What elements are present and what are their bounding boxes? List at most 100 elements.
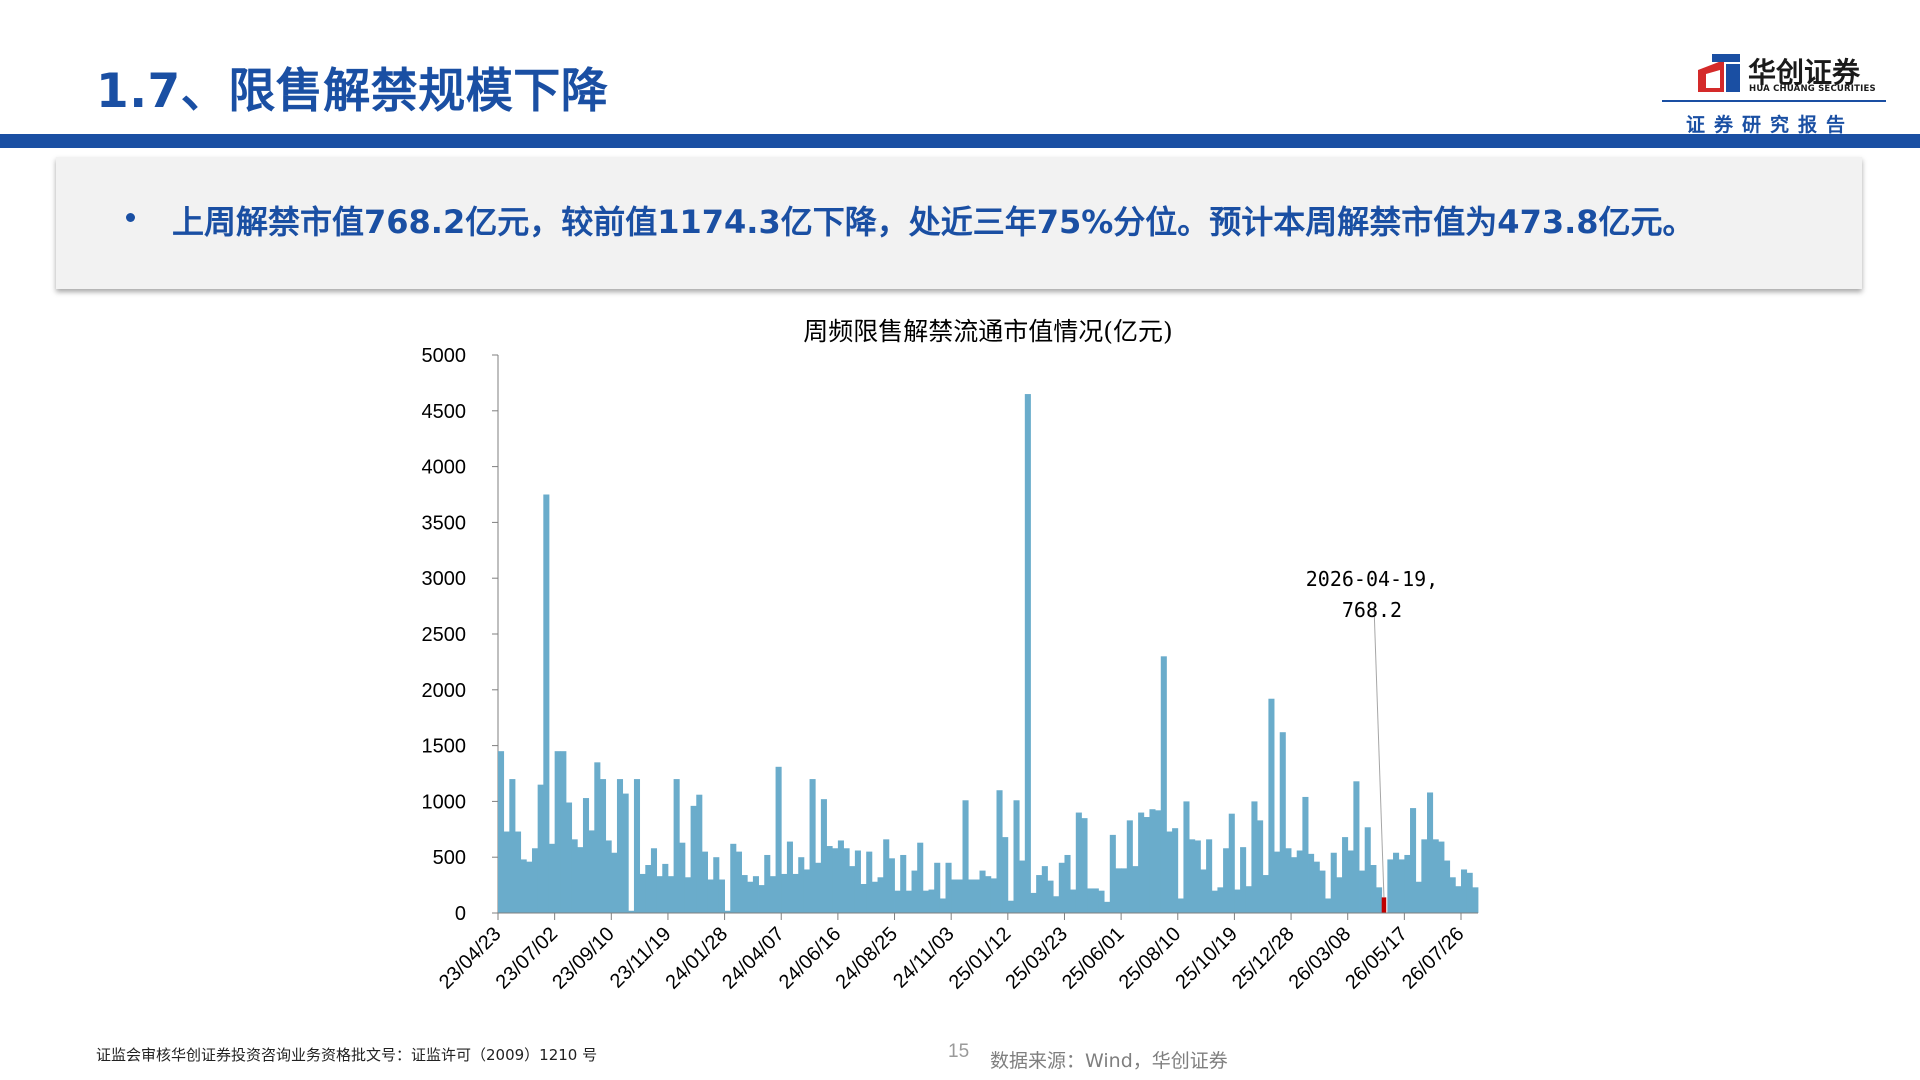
bar <box>854 850 861 913</box>
bar <box>809 779 816 913</box>
bar <box>611 852 618 913</box>
bar <box>1387 859 1394 913</box>
bar <box>939 898 946 913</box>
bar <box>1376 887 1383 913</box>
bar <box>917 842 924 913</box>
bar <box>928 889 935 913</box>
bar <box>1177 898 1184 913</box>
bar <box>735 851 742 913</box>
bar <box>531 848 539 913</box>
bar <box>888 858 895 913</box>
bar <box>548 843 556 913</box>
bar <box>1461 869 1468 913</box>
x-tick-label: 24/08/25 <box>831 923 902 994</box>
bar <box>1143 817 1150 913</box>
bar <box>1398 859 1405 913</box>
bar <box>1347 850 1354 913</box>
bar <box>1308 853 1315 913</box>
company-logo: 华创证券 HUA CHUANG SECURITIES <box>1696 52 1886 98</box>
bar <box>815 862 822 913</box>
bar <box>1438 841 1445 913</box>
bar <box>1132 866 1139 913</box>
bar <box>1172 828 1179 913</box>
bar <box>1149 809 1156 913</box>
annotation-value: 768.2 <box>1342 598 1402 622</box>
bar <box>520 859 527 913</box>
annotation-leader-line <box>1373 605 1385 898</box>
bar <box>1319 870 1326 913</box>
bar <box>645 865 652 913</box>
bar <box>622 793 629 913</box>
bar <box>769 876 776 913</box>
bar <box>582 798 590 913</box>
bar <box>1313 861 1320 913</box>
bar <box>1432 839 1439 913</box>
bar <box>1359 870 1366 913</box>
bar <box>979 870 986 913</box>
bar <box>1013 800 1020 913</box>
bar <box>616 779 624 913</box>
bar <box>798 857 805 913</box>
bar <box>1211 890 1218 913</box>
bar <box>951 879 958 913</box>
bar <box>1194 840 1201 913</box>
bar <box>1081 818 1088 913</box>
bar <box>877 877 884 913</box>
bar <box>1415 881 1422 913</box>
bar <box>792 873 799 913</box>
x-tick-label: 25/03/23 <box>1001 923 1072 994</box>
bar <box>1126 820 1133 913</box>
bar <box>900 854 907 913</box>
bar <box>571 839 578 913</box>
bar <box>1098 890 1105 913</box>
bar <box>1092 888 1099 913</box>
bar <box>775 766 782 913</box>
x-tick-label: 23/04/23 <box>435 923 506 994</box>
bar <box>1336 877 1343 913</box>
bar <box>1189 839 1196 913</box>
bar <box>554 751 561 913</box>
bar <box>662 863 669 913</box>
bar <box>1393 852 1400 913</box>
bar <box>577 847 584 913</box>
chart-title: 周频限售解禁流通市值情况(亿元) <box>803 317 1173 346</box>
bar <box>945 862 952 913</box>
bar <box>996 790 1003 913</box>
bar <box>956 879 963 913</box>
bar <box>537 784 544 913</box>
bar <box>1030 892 1037 913</box>
header-band <box>0 134 1920 148</box>
bar <box>503 831 510 913</box>
y-tick-label: 5000 <box>422 345 467 367</box>
logo-english-name: HUA CHUANG SECURITIES <box>1749 84 1876 94</box>
y-tick-label: 3500 <box>422 512 467 534</box>
bar <box>820 799 827 913</box>
data-source: 数据来源：Wind，华创证券 <box>990 1050 1228 1072</box>
bullet-icon <box>126 213 135 222</box>
y-tick-label: 1000 <box>422 791 467 813</box>
y-tick-label: 4500 <box>422 401 467 423</box>
bar <box>752 876 759 913</box>
bar <box>871 881 878 913</box>
bar <box>633 779 641 913</box>
bar <box>588 830 595 913</box>
page-number: 15 <box>948 1041 970 1062</box>
bar <box>650 848 658 913</box>
bar <box>1223 848 1230 913</box>
bar <box>962 800 969 913</box>
bar <box>1228 813 1235 913</box>
bar <box>1160 656 1167 913</box>
bar <box>690 805 697 913</box>
bar <box>826 846 833 913</box>
bar <box>1279 732 1286 913</box>
x-tick-label: 25/12/28 <box>1228 923 1299 994</box>
bar <box>1007 900 1014 913</box>
bar <box>883 839 890 913</box>
bar <box>628 910 635 913</box>
bar <box>679 842 686 913</box>
bar <box>747 881 754 913</box>
bar <box>922 890 929 913</box>
bar <box>1064 854 1071 913</box>
bar <box>1449 877 1456 913</box>
bar <box>905 890 912 913</box>
